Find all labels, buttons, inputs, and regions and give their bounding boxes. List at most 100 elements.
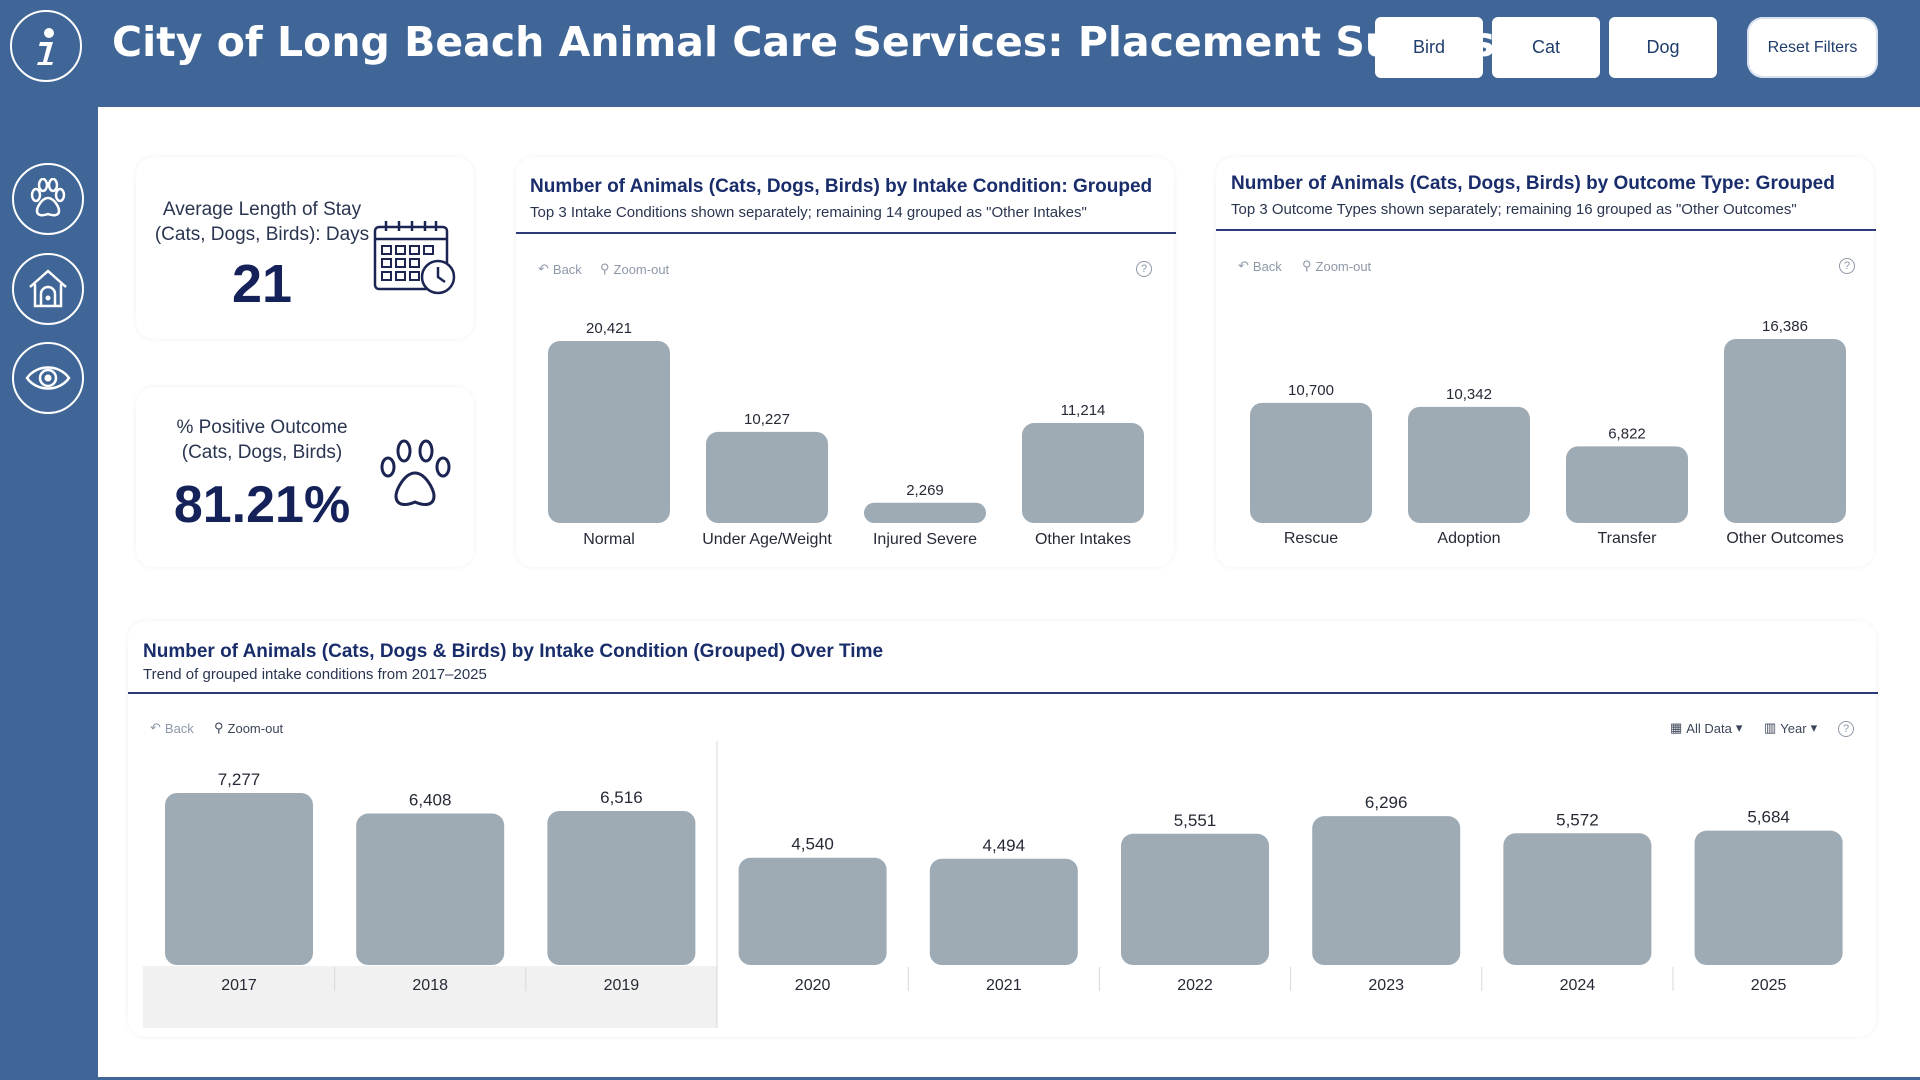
intake-value-label-2: 2,269 — [906, 482, 944, 499]
outcome-bar-1[interactable] — [1408, 406, 1530, 523]
trend-bar-5[interactable] — [1121, 833, 1269, 965]
trend-category-label-6: 2023 — [1368, 977, 1404, 994]
trend-bar-7[interactable] — [1503, 833, 1652, 965]
outcome-help-icon[interactable]: ? — [1839, 258, 1855, 274]
intake-chart-title: Number of Animals (Cats, Dogs, Birds) by… — [530, 176, 1153, 197]
calendar-small-icon: ▦ — [1670, 720, 1683, 735]
chevron-down-icon: ▾ — [1810, 720, 1818, 735]
outcome-bar-chart: 10,700 Rescue 10,342 Adoption 6,822 Transfer 1… — [1250, 318, 1846, 547]
intake-zoom-out-label: Zoom-out — [613, 261, 670, 277]
outcome-zoom-out-button[interactable]: ⚲ Zoom-out — [1302, 258, 1371, 274]
nav-animals-button[interactable] — [12, 163, 84, 235]
outcome-bar-3[interactable] — [1724, 339, 1846, 523]
outcome-chart-subtitle: Top 3 Outcome Types shown separately; re… — [1231, 201, 1797, 218]
back-arrow-icon: ↶ — [1238, 258, 1249, 273]
trend-back-button[interactable]: ↶ Back — [150, 720, 194, 736]
trend-category-label-0: 2017 — [221, 977, 257, 994]
zoom-out-icon: ⚲ — [214, 720, 224, 735]
outcome-category-label-3: Other Outcomes — [1726, 530, 1843, 547]
trend-bar-2[interactable] — [547, 810, 696, 965]
trend-value-label-4: 4,494 — [983, 836, 1026, 855]
info-button[interactable] — [10, 10, 82, 82]
trend-chart-title: Number of Animals (Cats, Dogs & Birds) b… — [143, 641, 884, 662]
zoom-out-icon: ⚲ — [1302, 258, 1312, 273]
intake-chart-divider — [516, 232, 1176, 234]
year-label: Year — [1780, 720, 1807, 736]
pet-house-icon — [29, 269, 67, 308]
trend-category-label-7: 2024 — [1560, 977, 1596, 994]
outcome-value-label-2: 6,822 — [1608, 425, 1646, 442]
all-data-label: All Data — [1686, 720, 1732, 736]
kpi-avg-stay-card: Average Length of Stay (Cats, Dogs, Bird… — [136, 157, 474, 339]
nav-shelter-button[interactable] — [12, 253, 84, 325]
trend-bar-0[interactable] — [165, 793, 313, 965]
trend-back-label: Back — [164, 720, 194, 736]
intake-chart-card: Number of Animals (Cats, Dogs, Birds) by… — [516, 157, 1176, 567]
kpi-positive-outcome-label: % Positive Outcome (Cats, Dogs, Birds) — [150, 415, 374, 465]
trend-value-label-6: 6,296 — [1365, 793, 1408, 812]
intake-category-label-3: Other Intakes — [1035, 531, 1131, 548]
filter-bird-button[interactable]: Bird — [1375, 17, 1483, 78]
outcome-bar-0[interactable] — [1250, 402, 1372, 523]
trend-bar-3[interactable] — [738, 857, 887, 965]
kpi-avg-stay-label: Average Length of Stay (Cats, Dogs, Bird… — [150, 197, 374, 247]
intake-bar-3[interactable] — [1022, 423, 1144, 523]
outcome-bar-2[interactable] — [1566, 446, 1688, 523]
intake-zoom-out-button[interactable]: ⚲ Zoom-out — [600, 261, 669, 277]
paw-outline-icon — [380, 439, 451, 506]
kpi-positive-outcome-label-line1: % Positive Outcome — [176, 417, 348, 438]
intake-chart-subtitle: Top 3 Intake Conditions shown separately… — [530, 204, 1087, 221]
trend-zoom-out-label: Zoom-out — [227, 720, 284, 736]
intake-bar-2[interactable] — [864, 502, 986, 523]
year-dropdown[interactable]: ▥ Year ▾ — [1764, 720, 1817, 736]
intake-bar-0[interactable] — [548, 341, 670, 523]
trend-bar-8[interactable] — [1694, 830, 1843, 965]
trend-bar-1[interactable] — [356, 813, 505, 965]
intake-bar-1[interactable] — [706, 431, 828, 523]
trend-value-label-2: 6,516 — [600, 788, 643, 807]
outcome-category-label-1: Adoption — [1437, 530, 1500, 547]
trend-category-label-1: 2018 — [412, 977, 448, 994]
kpi-avg-stay-value: 21 — [231, 254, 293, 314]
intake-category-label-2: Injured Severe — [873, 531, 977, 548]
outcome-chart-card: Number of Animals (Cats, Dogs, Birds) by… — [1216, 157, 1876, 567]
outcome-back-button[interactable]: ↶ Back — [1238, 258, 1282, 274]
trend-category-label-3: 2020 — [795, 977, 831, 994]
calendar-icon — [373, 221, 456, 295]
chevron-down-icon: ▾ — [1735, 720, 1743, 735]
dashboard-title: City of Long Beach Animal Care Services:… — [112, 18, 1520, 66]
trend-bar-6[interactable] — [1312, 816, 1461, 965]
trend-category-label-2: 2019 — [604, 977, 640, 994]
outcome-back-label: Back — [1252, 258, 1282, 274]
trend-value-label-1: 6,408 — [409, 791, 452, 810]
intake-value-label-3: 11,214 — [1061, 402, 1106, 419]
outcome-category-label-0: Rescue — [1284, 530, 1338, 547]
intake-help-icon[interactable]: ? — [1136, 261, 1152, 277]
intake-value-label-1: 10,227 — [744, 411, 790, 428]
intake-value-label-0: 20,421 — [586, 320, 632, 337]
intake-back-button[interactable]: ↶ Back — [538, 261, 582, 277]
sidebar — [0, 107, 98, 1080]
trend-zoom-out-button[interactable]: ⚲ Zoom-out — [214, 720, 283, 736]
trend-category-label-4: 2021 — [986, 977, 1022, 994]
intake-bar-chart: 20,421 Normal 10,227 Under Age/Weight 2,269 I… — [548, 320, 1144, 548]
top-bar: City of Long Beach Animal Care Services:… — [0, 0, 1920, 107]
intake-back-label: Back — [552, 261, 582, 277]
filter-cat-button[interactable]: Cat — [1492, 17, 1600, 78]
nav-view-button[interactable] — [12, 342, 84, 414]
all-data-dropdown[interactable]: ▦ All Data ▾ — [1670, 720, 1742, 736]
outcome-chart-title: Number of Animals (Cats, Dogs, Birds) by… — [1231, 173, 1835, 194]
eye-icon — [25, 366, 71, 390]
trend-chart-subtitle: Trend of grouped intake conditions from … — [143, 666, 487, 683]
kpi-positive-outcome-value: 81.21% — [173, 476, 351, 534]
trend-help-icon[interactable]: ? — [1838, 721, 1854, 737]
trend-value-label-8: 5,684 — [1747, 808, 1790, 827]
info-icon — [37, 28, 54, 65]
reset-filters-button[interactable]: Reset Filters — [1747, 17, 1878, 78]
outcome-zoom-out-label: Zoom-out — [1315, 258, 1372, 274]
filter-dog-button[interactable]: Dog — [1609, 17, 1717, 78]
intake-category-label-0: Normal — [583, 531, 635, 548]
paw-icon — [30, 178, 66, 217]
trend-value-label-5: 5,551 — [1174, 811, 1217, 830]
trend-bar-4[interactable] — [929, 858, 1078, 965]
